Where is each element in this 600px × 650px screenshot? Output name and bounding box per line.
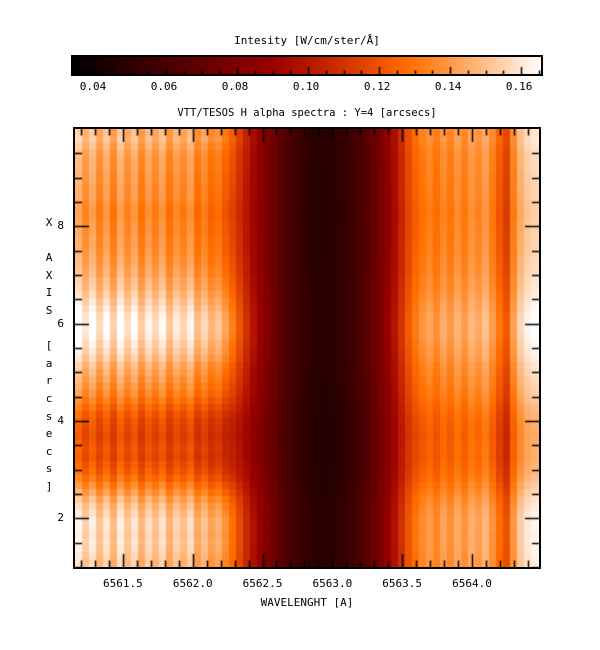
x-tick-label: 6562.0 — [172, 577, 213, 590]
y-axis-label-char: s — [45, 462, 53, 476]
y-tick-label: 2 — [57, 511, 64, 525]
y-axis-label-char: I — [45, 286, 53, 300]
colorbar-tick-label: 0.08 — [221, 80, 249, 93]
x-tick-label: 6563.5 — [382, 577, 423, 590]
colorbar-tick-label: 0.10 — [292, 80, 320, 93]
x-tick-label: 6562.5 — [242, 577, 283, 590]
y-tick-label: 4 — [57, 414, 64, 427]
y-axis-label-char: a — [45, 356, 53, 370]
colorbar-tick-label: 0.12 — [363, 80, 391, 93]
colorbar-tick-label: 0.14 — [434, 80, 462, 93]
y-axis-label-char: c — [45, 444, 53, 458]
plot-title: VTT/TESOS H alpha spectra : Y=4 [arcsecs… — [177, 107, 437, 119]
y-axis-label-char: [ — [45, 339, 53, 353]
y-tick-label: 8 — [57, 219, 64, 233]
y-axis-label-char: s — [45, 409, 53, 423]
y-axis-label-char: r — [45, 374, 53, 388]
colorbar-tick-label: 0.06 — [150, 80, 178, 93]
x-tick-label: 6564.0 — [452, 577, 492, 590]
x-axis-label: WAVELENGHT [A] — [260, 596, 354, 609]
heatmap-plot — [73, 127, 541, 569]
y-axis-label-char: ] — [45, 479, 53, 493]
heatmap-canvas — [75, 129, 539, 567]
x-tick-label: 6563.0 — [312, 577, 353, 590]
y-axis-label-char — [42, 232, 56, 250]
y-axis-label-char: c — [45, 391, 53, 405]
colorbar-tick-label: 0.16 — [505, 80, 533, 93]
colorbar-canvas — [73, 57, 541, 74]
y-axis-label-char: X — [45, 216, 53, 229]
y-tick-label: 6 — [57, 316, 64, 330]
colorbar-title: Intesity [W/cm/ster/Å] — [234, 34, 380, 47]
y-axis-label-char: e — [45, 427, 53, 441]
y-axis-label-char: S — [45, 303, 53, 317]
x-tick-label: 6561.5 — [103, 577, 143, 590]
colorbar — [71, 55, 543, 76]
colorbar-tick-label: 0.04 — [79, 80, 107, 93]
y-axis-label-char: A — [45, 251, 53, 265]
y-axis-label-char: X — [45, 268, 53, 282]
